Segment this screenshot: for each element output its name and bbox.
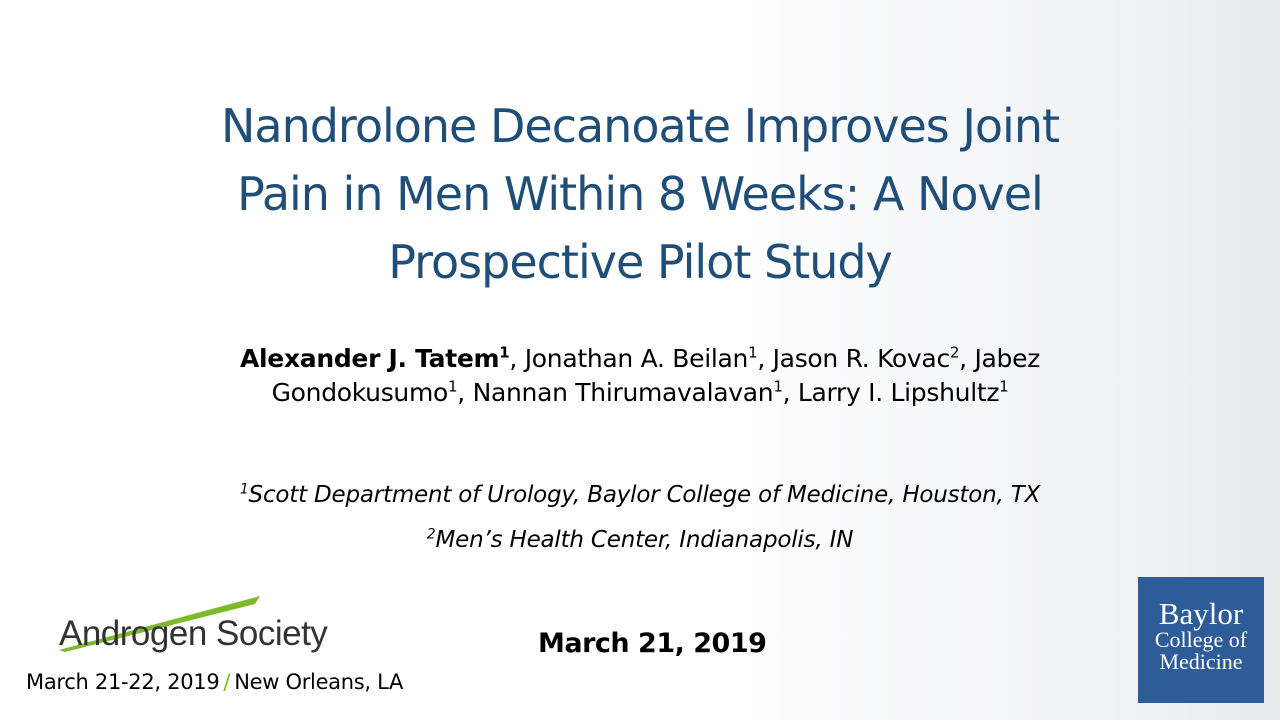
conference-info: March 21-22, 2019/New Orleans, LA <box>26 670 403 694</box>
author-affiliation-marker: 1 <box>773 377 783 396</box>
conference-location: New Orleans, LA <box>234 670 404 694</box>
author-name: Alexander J. Tatem <box>239 344 500 373</box>
slide-title: Nandrolone Decanoate Improves Joint Pain… <box>140 92 1140 296</box>
author-affiliation-marker: 1 <box>499 343 510 362</box>
affiliation-marker: 2 <box>426 526 436 543</box>
affiliation-text: Men’s Health Center, Indianapolis, IN <box>435 527 854 553</box>
baylor-college-of-medicine-logo: Baylor College of Medicine <box>1138 577 1264 703</box>
affiliation: 2Men’s Health Center, Indianapolis, IN <box>140 527 1140 553</box>
author-name-part: Jabez <box>974 344 1041 373</box>
author-separator: , <box>509 344 525 373</box>
logo-line: College of <box>1154 627 1248 652</box>
author-name: Jonathan A. Beilan <box>524 344 749 373</box>
green-swoosh-icon <box>59 596 260 652</box>
author-line: Gondokusumo1, Nannan Thirumavalavan1, La… <box>140 376 1140 410</box>
author-affiliation-marker: 1 <box>748 343 758 362</box>
presentation-date: March 21, 2019 <box>538 628 767 659</box>
affiliation: 1Scott Department of Urology, Baylor Col… <box>140 482 1140 508</box>
author-name: Larry I. Lipshultz <box>797 378 1000 407</box>
title-line: Nandrolone Decanoate Improves Joint <box>220 99 1060 153</box>
author-affiliation-marker: 1 <box>999 377 1009 396</box>
conference-dates: March 21-22, 2019 <box>26 670 220 694</box>
androgen-society-logo: Androgen Society <box>55 592 365 662</box>
androgen-society-wordmark: Androgen Society <box>59 614 328 653</box>
author-list: Alexander J. Tatem1, Jonathan A. Beilan1… <box>140 342 1140 410</box>
logo-line: Baylor <box>1158 596 1244 631</box>
author-separator: , <box>959 344 975 373</box>
logo-line: Medicine <box>1159 649 1243 674</box>
author-separator: , <box>757 344 773 373</box>
author-line: Alexander J. Tatem1, Jonathan A. Beilan1… <box>140 342 1140 376</box>
title-line: Prospective Pilot Study <box>388 235 893 289</box>
author-affiliation-marker: 2 <box>949 343 960 362</box>
affiliation-marker: 1 <box>239 481 249 498</box>
title-line: Pain in Men Within 8 Weeks: A Novel <box>237 167 1044 221</box>
conference-separator: / <box>223 670 231 694</box>
author-name: Jason R. Kovac <box>772 344 951 373</box>
author-affiliation-marker: 1 <box>448 377 458 396</box>
author-separator: , <box>457 378 473 407</box>
author-name: Nannan Thirumavalavan <box>472 378 774 407</box>
author-name-part: Gondokusumo <box>271 378 449 407</box>
author-separator: , <box>782 378 798 407</box>
affiliation-text: Scott Department of Urology, Baylor Coll… <box>248 482 1041 508</box>
